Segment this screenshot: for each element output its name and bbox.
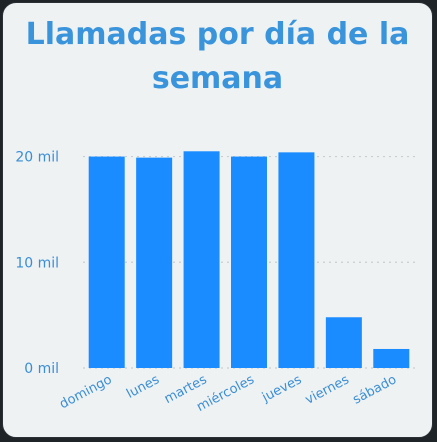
x-tick-label: jueves bbox=[259, 372, 304, 406]
y-axis-ticks: 0 mil 10 mil 20 mil bbox=[15, 150, 59, 377]
x-tick-label: lunes bbox=[124, 372, 162, 402]
chart-title: Llamadas por día de la semana bbox=[25, 17, 410, 96]
y-tick-label: 0 mil bbox=[24, 361, 59, 377]
x-tick-label: sábado bbox=[350, 372, 399, 407]
bar-miércoles bbox=[231, 156, 267, 368]
bars bbox=[88, 151, 410, 368]
bar-viernes bbox=[325, 317, 362, 368]
x-tick-label: domingo bbox=[57, 372, 114, 412]
bar-sábado bbox=[373, 348, 410, 368]
bar-lunes bbox=[136, 157, 173, 368]
x-tick-label: viernes bbox=[303, 372, 352, 408]
y-tick-label: 20 mil bbox=[15, 150, 59, 166]
y-tick-label: 10 mil bbox=[15, 255, 59, 271]
bar-domingo bbox=[88, 156, 125, 368]
chart-card: Llamadas por día de la semana 0 mil 10 mi… bbox=[2, 2, 433, 438]
bar-jueves bbox=[278, 152, 315, 368]
bar-martes bbox=[183, 151, 220, 368]
